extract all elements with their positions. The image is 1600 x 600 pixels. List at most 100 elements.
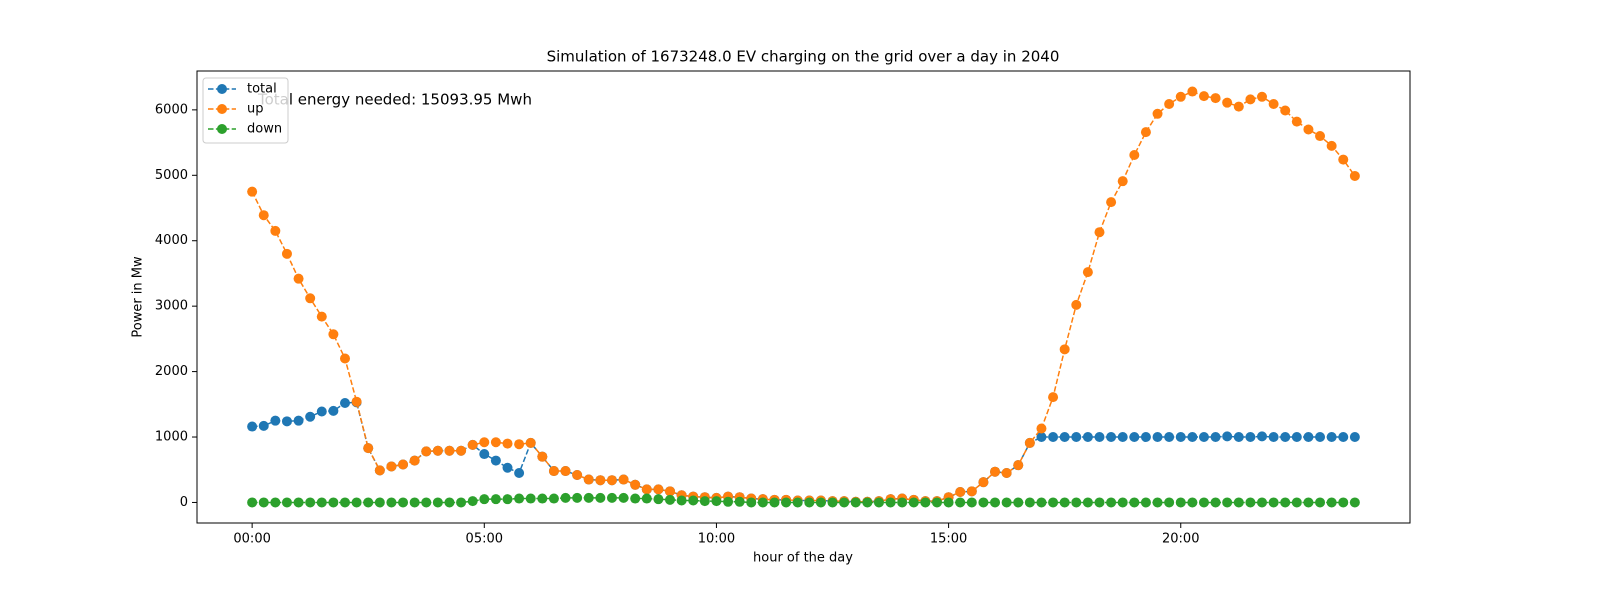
data-point: [1024, 497, 1035, 508]
data-point: [490, 437, 501, 448]
data-point: [409, 455, 420, 466]
data-point: [990, 466, 1001, 477]
data-point: [1059, 344, 1070, 355]
legend-marker: [217, 84, 227, 94]
data-point: [1013, 460, 1024, 471]
data-point: [270, 497, 281, 508]
data-point: [1280, 432, 1291, 443]
plot-frame: [196, 70, 1411, 524]
data-point: [1117, 497, 1128, 508]
data-point: [1198, 91, 1209, 102]
data-point: [258, 497, 269, 508]
data-point: [1129, 497, 1140, 508]
data-point: [1094, 497, 1105, 508]
series: [247, 492, 1360, 508]
data-point: [1140, 127, 1151, 138]
annotation: Total energy needed: 15093.95 Mwh: [257, 91, 532, 109]
data-point: [479, 494, 490, 505]
y-axis-label: Power in Mw: [131, 256, 146, 338]
data-point: [583, 474, 594, 485]
x-tick-label: 00:00: [233, 532, 270, 547]
y-tick-label: 5000: [155, 168, 188, 183]
data-point: [247, 421, 258, 432]
data-point: [1001, 497, 1012, 508]
data-point: [363, 497, 374, 508]
data-point: [281, 497, 292, 508]
data-point: [688, 495, 699, 506]
data-point: [1048, 392, 1059, 403]
data-point: [1198, 432, 1209, 443]
data-point: [305, 497, 316, 508]
data-point: [351, 396, 362, 407]
data-point: [606, 475, 617, 486]
data-point: [1140, 432, 1151, 443]
data-point: [757, 497, 768, 508]
data-point: [955, 486, 966, 497]
data-point: [1140, 497, 1151, 508]
data-point: [676, 495, 687, 506]
data-point: [479, 449, 490, 460]
data-point: [1338, 432, 1349, 443]
y-tick-label: 1000: [155, 430, 188, 445]
x-tick-label: 15:00: [930, 532, 967, 547]
data-point: [1222, 497, 1233, 508]
data-point: [1129, 432, 1140, 443]
data-point: [456, 497, 467, 508]
y-tick-label: 3000: [155, 299, 188, 314]
data-point: [467, 496, 478, 507]
data-point: [1152, 497, 1163, 508]
data-point: [398, 497, 409, 508]
data-point: [1198, 497, 1209, 508]
legend-label: up: [247, 102, 264, 117]
data-point: [931, 497, 942, 508]
data-point: [293, 415, 304, 426]
data-point: [641, 484, 652, 495]
chart-title: Simulation of 1673248.0 EV charging on t…: [547, 48, 1060, 66]
data-point: [328, 405, 339, 416]
data-point: [653, 494, 664, 505]
data-point: [606, 492, 617, 503]
data-point: [885, 497, 896, 508]
data-point: [1338, 154, 1349, 165]
data-point: [1303, 124, 1314, 135]
x-axis-label: hour of the day: [753, 551, 853, 566]
x-tick-label: 20:00: [1162, 532, 1199, 547]
data-point: [339, 397, 350, 408]
data-point: [630, 479, 641, 490]
data-point: [792, 497, 803, 508]
data-point: [769, 497, 780, 508]
data-point: [1245, 94, 1256, 105]
data-point: [1106, 197, 1117, 208]
data-point: [293, 273, 304, 284]
data-point: [781, 497, 792, 508]
data-point: [514, 439, 525, 450]
data-point: [966, 486, 977, 497]
data-point: [1315, 497, 1326, 508]
data-point: [1175, 432, 1186, 443]
data-point: [1187, 86, 1198, 97]
data-point: [723, 496, 734, 507]
data-point: [1106, 497, 1117, 508]
legend-label: down: [247, 122, 282, 137]
data-point: [908, 497, 919, 508]
data-point: [583, 492, 594, 503]
data-point: [572, 469, 583, 480]
data-point: [1094, 432, 1105, 443]
data-point: [281, 416, 292, 427]
data-point: [1222, 431, 1233, 442]
y-tick-label: 2000: [155, 364, 188, 379]
data-point: [409, 497, 420, 508]
data-point: [1082, 267, 1093, 278]
data-point: [1106, 432, 1117, 443]
data-point: [1036, 423, 1047, 434]
data-point: [630, 493, 641, 504]
data-point: [1291, 497, 1302, 508]
data-point: [514, 493, 525, 504]
data-point: [1071, 299, 1082, 310]
data-point: [560, 492, 571, 503]
data-point: [444, 497, 455, 508]
data-point: [560, 466, 571, 477]
data-point: [328, 497, 339, 508]
data-point: [1326, 497, 1337, 508]
data-point: [502, 438, 513, 449]
